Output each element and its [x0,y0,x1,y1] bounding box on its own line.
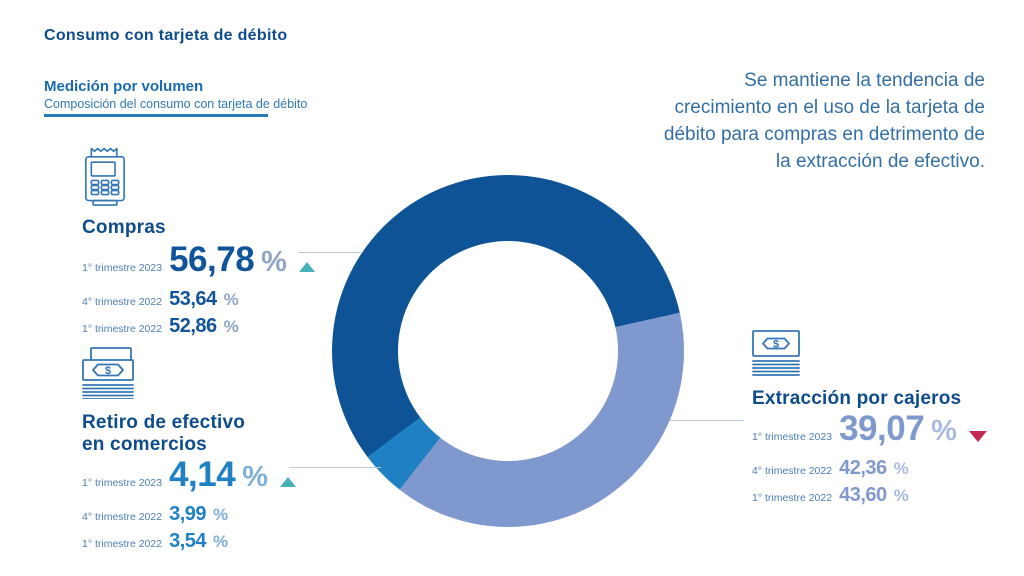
banknote-stack-icon: $ [752,330,992,381]
stat-label: 1° trimestre 2023 [82,477,163,489]
stat-value: 53,64 [169,288,217,310]
stat-unit: % [261,246,287,278]
section-subtitle: Composición del consumo con tarjeta de d… [44,97,308,111]
stat-row: 1° trimestre 2022 3,54% [82,530,296,556]
stat-value: 56,78 [169,240,255,279]
stat-label: 4° trimestre 2022 [82,296,163,308]
trend-up-icon [280,477,296,487]
section-title: Medición por volumen [44,78,204,95]
stat-unit: % [931,415,957,447]
stat-value: 42,36 [839,457,887,479]
trend-up-icon [298,262,315,272]
connector-line-extraccion [670,420,744,421]
summary-line: la extracción de efectivo. [775,151,985,172]
stat-group-retiro: $ Retiro de efectivo en comercios 1° tri… [82,347,296,556]
group-heading-retiro: Retiro de efectivo en comercios [82,412,246,455]
trend-down-icon [968,430,987,442]
summary-line: crecimiento en el uso de la tarjeta de [674,97,985,118]
stat-unit: % [893,486,909,505]
stat-unit: % [223,290,239,309]
stat-label: 4° trimestre 2022 [82,511,163,523]
cash-withdrawal-icon: $ [82,347,296,404]
stat-group-compras: Compras 1° trimestre 2023 56,78% 4° trim… [82,144,315,341]
stat-row: 1° trimestre 2023 56,78% [82,241,315,287]
group-heading-extraccion: Extracción por cajeros [752,388,962,409]
stat-value: 52,86 [169,315,217,337]
stat-row: 1° trimestre 2023 4,14% [82,456,296,502]
donut-chart [332,175,684,527]
stat-label: 1° trimestre 2022 [752,492,833,504]
stat-unit: % [213,532,229,551]
stat-value: 43,60 [839,484,887,506]
stat-label: 1° trimestre 2023 [752,431,833,443]
stat-value: 4,14 [169,455,236,494]
stat-row: 4° trimestre 2022 53,64% [82,288,315,314]
connector-line-compras [299,252,361,253]
stat-value: 3,99 [169,503,207,525]
stat-row: 1° trimestre 2022 43,60% [752,484,992,510]
stat-label: 1° trimestre 2022 [82,323,163,335]
stat-value: 39,07 [839,409,925,448]
stat-row: 1° trimestre 2023 39,07% [752,410,992,456]
donut-hole [398,241,618,461]
pos-terminal-icon [82,144,315,211]
group-heading-compras: Compras [82,217,166,238]
stat-value: 3,54 [169,530,207,552]
section-underline [44,114,268,117]
stat-unit: % [242,461,268,493]
connector-line-retiro [289,467,381,468]
svg-text:$: $ [105,365,111,377]
page-title: Consumo con tarjeta de débito [44,27,288,44]
stat-label: 4° trimestre 2022 [752,465,833,477]
stat-unit: % [223,317,239,336]
stat-row: 4° trimestre 2022 42,36% [752,457,992,483]
stat-row: 1° trimestre 2022 52,86% [82,315,315,341]
stat-group-extraccion: $ Extracción por cajeros 1° trimestre 20… [752,330,992,510]
stat-label: 1° trimestre 2022 [82,538,163,550]
summary-line: débito para compras en detrimento de [663,124,985,145]
svg-text:$: $ [773,339,779,351]
summary-paragraph: Se mantiene la tendencia de crecimiento … [600,67,985,175]
summary-line: Se mantiene la tendencia de [744,70,985,91]
stat-row: 4° trimestre 2022 3,99% [82,503,296,529]
stat-unit: % [213,505,229,524]
stat-label: 1° trimestre 2023 [82,262,163,274]
stat-unit: % [893,459,909,478]
